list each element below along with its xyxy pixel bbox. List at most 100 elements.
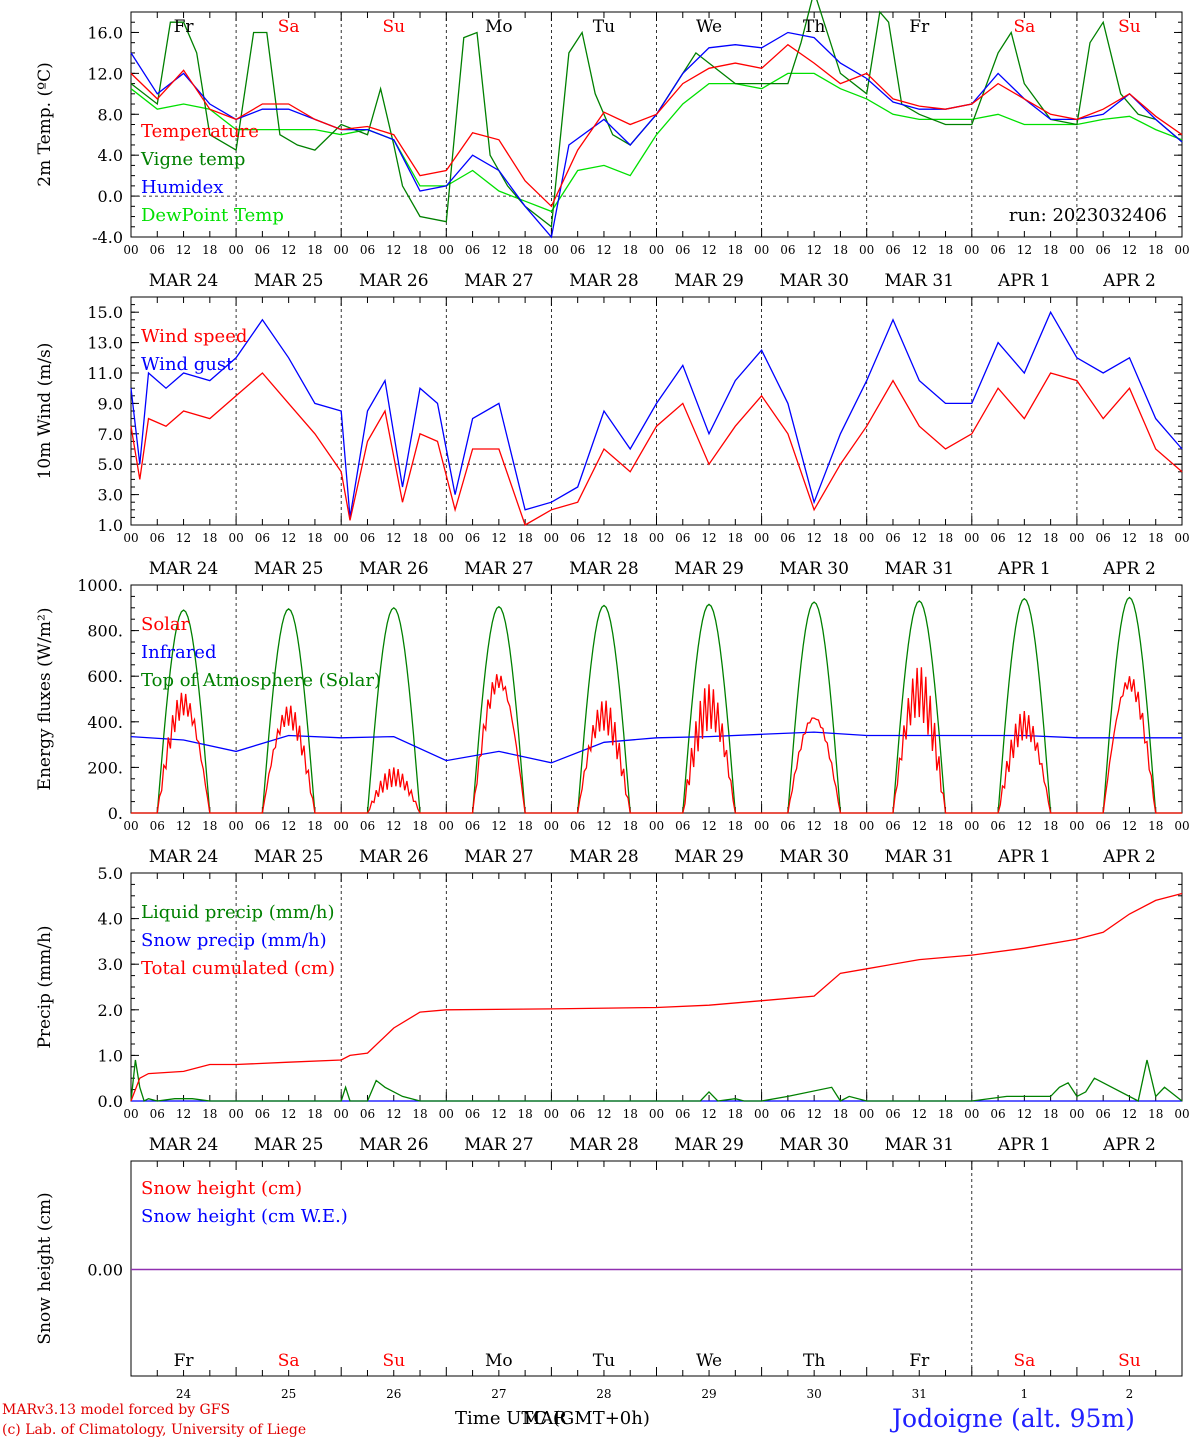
y-tick-label: 11.0 [87,364,123,383]
hour-label: 12 [281,1107,296,1121]
hour-label: 12 [596,1107,611,1121]
hour-label: 06 [255,531,270,545]
day-number: 30 [807,1387,822,1401]
panel-4: 00 06 12 18 00 06 12 18 00 06 12 18 00 06 12 18 00 06 12 18… [35,864,1190,1155]
hour-label: 18 [412,819,427,833]
hour-label: 18 [623,243,638,257]
hour-label: 18 [938,243,953,257]
hour-label: 00 [123,243,138,257]
y-tick-label: 0.0 [98,187,123,206]
hour-label: 00 [649,819,664,833]
hour-label: 00 [123,819,138,833]
hour-label: 18 [1043,531,1058,545]
hour-label: 18 [1148,531,1163,545]
y-axis-title: Precip (mm/h) [35,925,55,1048]
hour-label: 06 [990,243,1005,257]
hour-label: 00 [439,243,454,257]
legend-entry: Temperature [141,121,259,142]
weekday-label: We [696,1351,722,1371]
hour-label: 18 [517,531,532,545]
hour-label: 18 [307,531,322,545]
hour-label: 18 [1148,243,1163,257]
date-label: MAR 27 [464,271,534,291]
hour-label: 18 [728,243,743,257]
y-tick-label: 0.00 [87,1261,123,1280]
hour-label: 18 [1043,819,1058,833]
y-tick-label: 600. [87,667,123,686]
hour-label: 18 [728,531,743,545]
series-line [130,731,1182,764]
hour-label: 12 [1017,1107,1032,1121]
date-label: APR 1 [997,1135,1051,1155]
hour-label: 18 [202,1107,217,1121]
hour-label: 18 [307,243,322,257]
hour-label: 06 [360,819,375,833]
hour-label: 00 [544,243,559,257]
hour-label: 06 [465,819,480,833]
y-axis-title: Snow height (cm) [35,1192,55,1344]
weekday-label: Fr [909,17,930,37]
date-label: MAR 31 [884,271,954,291]
hour-label: 06 [465,243,480,257]
date-label: MAR 29 [674,271,744,291]
date-label: MAR 25 [254,271,324,291]
hour-label: 12 [386,243,401,257]
hour-label: 00 [123,531,138,545]
series-line [130,1059,1183,1102]
hour-label: 18 [517,1107,532,1121]
hour-label: 18 [517,243,532,257]
hour-label: 12 [281,531,296,545]
date-label: APR 2 [1102,271,1156,291]
hour-label: 00 [964,819,979,833]
date-label: MAR 30 [779,271,849,291]
hour-label: 12 [701,531,716,545]
hour-label: 18 [412,243,427,257]
hour-label: 06 [675,243,690,257]
hour-label: 12 [807,531,822,545]
hour-label: 00 [754,1107,769,1121]
date-label: MAR 29 [674,847,744,867]
y-tick-label: 5.0 [98,455,123,474]
y-tick-label: 5.0 [98,864,123,883]
hour-label: 18 [202,819,217,833]
hour-label: 12 [701,819,716,833]
series-line [130,310,1183,518]
hour-label: 12 [596,243,611,257]
hour-label: 00 [439,1107,454,1121]
hour-label: 12 [596,819,611,833]
run-annotation: run: 2023032406 [1009,205,1167,226]
date-label: MAR 24 [149,847,219,867]
hour-label: 00 [1069,1107,1084,1121]
hour-label: 00 [1174,243,1189,257]
hour-label: 06 [360,243,375,257]
hour-label: 18 [833,243,848,257]
hour-label: 00 [859,531,874,545]
legend-entry: Vigne temp [140,149,245,170]
hour-label: 18 [623,531,638,545]
hour-label: 12 [912,1107,927,1121]
hour-label: 00 [859,1107,874,1121]
hour-label: 00 [859,819,874,833]
legend-entry: Snow precip (mm/h) [141,930,327,951]
date-label: APR 2 [1102,559,1156,579]
date-label: MAR 28 [569,847,639,867]
date-label: MAR 26 [359,559,429,579]
date-label: MAR 30 [779,847,849,867]
y-tick-label: 0.0 [98,1092,123,1111]
y-tick-label: 4.0 [98,910,123,929]
hour-label: 12 [1017,243,1032,257]
hour-label: 00 [439,531,454,545]
hour-label: 18 [307,819,322,833]
hour-label: 06 [990,531,1005,545]
hour-label: 06 [885,243,900,257]
hour-label: 00 [964,243,979,257]
hour-label: 00 [228,243,243,257]
hour-label: 12 [386,1107,401,1121]
date-label: MAR 25 [254,559,324,579]
day-number: 27 [491,1387,506,1401]
y-tick-label: 1.0 [98,516,123,535]
credit-line-1: MARv3.13 model forced by GFS [2,1402,230,1418]
panel-3: 00 06 12 18 00 06 12 18 00 06 12 18 00 06 12 18 00 06 12 18… [35,576,1190,867]
legend-entry: Total cumulated (cm) [141,958,335,979]
hour-label: 18 [728,1107,743,1121]
